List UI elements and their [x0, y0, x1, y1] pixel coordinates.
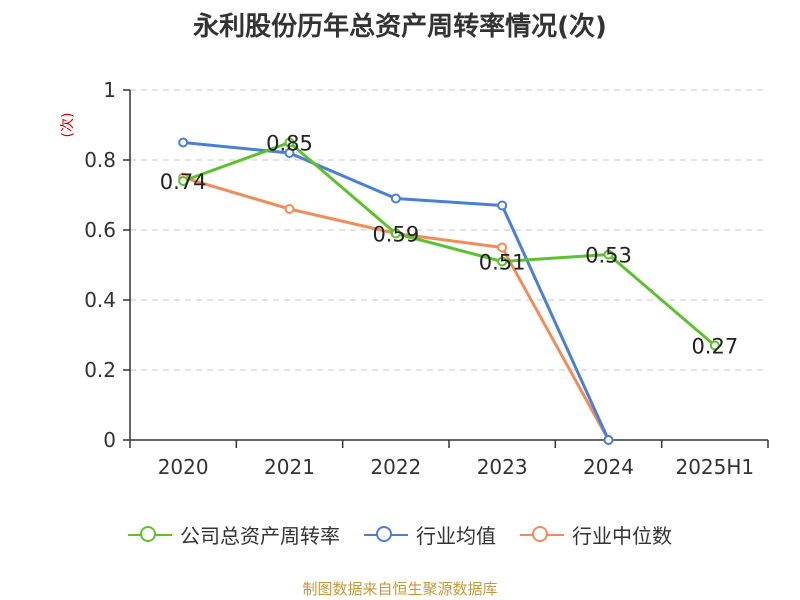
chart-title: 永利股份历年总资产周转率情况(次) [193, 12, 607, 42]
legend-marker-icon [520, 525, 564, 545]
x-tick-label: 2023 [477, 455, 528, 479]
y-tick-label: 0.8 [84, 148, 116, 172]
legend-label: 公司总资产周转率 [180, 524, 340, 548]
series-line [182, 141, 716, 347]
legend-marker-icon [364, 525, 408, 545]
legend-item-industry-mean[interactable]: 行业均值 [364, 520, 496, 549]
data-point [284, 148, 295, 158]
legend-item-industry-median[interactable]: 行业中位数 [520, 520, 672, 549]
y-axis-label: (次) [60, 113, 76, 138]
data-point [178, 137, 189, 148]
y-tick-label: 0 [103, 428, 116, 452]
x-tick-label: 2024 [583, 455, 634, 479]
y-tick-label: 0.4 [84, 288, 116, 312]
x-tick-label: 2020 [158, 455, 209, 479]
source-note: 制图数据来自恒生聚源数据库 [302, 580, 498, 598]
y-tick-label: 0.2 [84, 358, 116, 382]
data-point [390, 193, 401, 204]
data-label: 0.27 [691, 335, 738, 359]
legend-item-company[interactable]: 公司总资产周转率 [128, 520, 340, 549]
legend: 公司总资产周转率 行业均值 行业中位数 [0, 520, 800, 549]
y-tick-label: 0.6 [84, 218, 116, 242]
data-point [284, 137, 295, 148]
series-line [182, 176, 610, 441]
x-tick-label: 2025H1 [675, 455, 754, 479]
legend-marker-icon [128, 525, 172, 545]
grid-lines [130, 89, 768, 371]
data-labels: 0.74 0.85 0.59 0.51 0.53 0.27 [160, 132, 738, 359]
data-point [178, 176, 189, 186]
data-point [603, 435, 614, 445]
legend-label: 行业中位数 [572, 524, 672, 548]
series-line [183, 141, 610, 441]
data-point [709, 340, 720, 351]
data-point [603, 249, 614, 260]
data-point [390, 228, 401, 239]
y-tick-label: 1 [103, 78, 116, 102]
data-point [497, 256, 508, 267]
data-label: 0.85 [266, 132, 313, 156]
data-point [497, 242, 508, 253]
axes: 0 0.2 0.4 0.6 0.8 1 2020 2021 2022 2023 2024 2025H1 [84, 78, 769, 479]
data-label: 0.59 [372, 223, 419, 247]
legend-label: 行业均值 [416, 524, 496, 548]
data-label: 0.51 [479, 251, 526, 275]
x-tick-label: 2022 [370, 455, 421, 479]
x-tick-label: 2021 [264, 455, 315, 479]
data-label: 0.74 [160, 170, 207, 194]
series [178, 137, 720, 445]
data-label: 0.53 [585, 244, 632, 268]
data-point [497, 200, 508, 211]
data-point [284, 204, 295, 214]
